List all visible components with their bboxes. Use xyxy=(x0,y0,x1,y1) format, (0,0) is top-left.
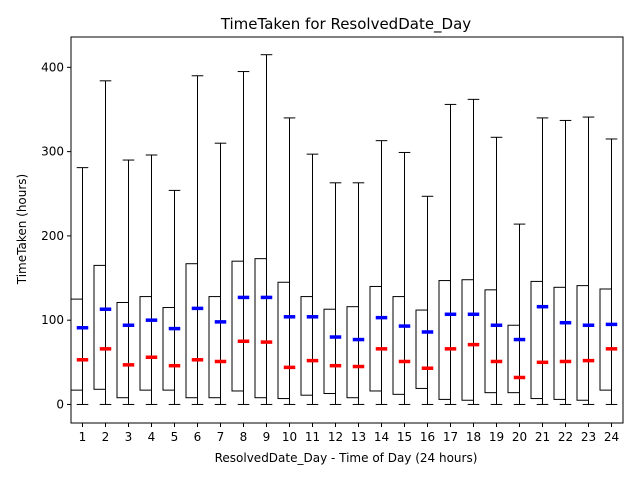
box-23 xyxy=(576,116,595,405)
x-tick-label: 12 xyxy=(328,430,343,444)
box-16 xyxy=(415,195,434,405)
box-10 xyxy=(277,117,296,405)
y-tick-label: 400 xyxy=(41,60,64,74)
x-tick-label: 13 xyxy=(351,430,366,444)
iqr-box xyxy=(461,279,474,401)
iqr-box xyxy=(323,308,336,395)
iqr-box xyxy=(277,281,290,400)
box-5 xyxy=(162,189,181,405)
iqr-box xyxy=(346,306,359,399)
x-tick-label: 2 xyxy=(102,430,110,444)
iqr-box xyxy=(599,288,612,391)
x-tick-label: 6 xyxy=(194,430,202,444)
iqr-box xyxy=(162,307,175,391)
x-tick-label: 22 xyxy=(558,430,573,444)
box-14 xyxy=(369,140,388,405)
x-tick-label: 14 xyxy=(374,430,389,444)
iqr-box xyxy=(93,264,106,390)
iqr-box xyxy=(231,260,244,392)
box-22 xyxy=(553,119,572,405)
x-tick-label: 23 xyxy=(581,430,596,444)
iqr-box xyxy=(438,280,451,400)
iqr-box xyxy=(185,263,198,399)
x-tick-label: 10 xyxy=(282,430,297,444)
y-tick-label: 300 xyxy=(41,145,64,159)
x-tick-label: 5 xyxy=(171,430,179,444)
x-tick-label: 19 xyxy=(489,430,504,444)
y-tick-label: 100 xyxy=(41,313,64,327)
box-2 xyxy=(93,80,112,405)
box-6 xyxy=(185,75,204,405)
x-tick-label: 17 xyxy=(443,430,458,444)
box-13 xyxy=(346,182,365,405)
x-tick-label: 7 xyxy=(217,430,225,444)
iqr-box xyxy=(300,296,313,396)
iqr-box xyxy=(369,285,382,392)
x-tick-label: 1 xyxy=(79,430,87,444)
box-3 xyxy=(116,159,135,405)
box-17 xyxy=(438,103,457,405)
box-9 xyxy=(254,54,273,405)
x-tick-label: 11 xyxy=(305,430,320,444)
x-tick-label: 4 xyxy=(148,430,156,444)
iqr-box xyxy=(507,324,520,394)
box-11 xyxy=(300,153,319,405)
plot-area xyxy=(70,54,618,405)
box-8 xyxy=(231,71,250,405)
x-tick-label: 9 xyxy=(263,430,271,444)
x-tick-label: 15 xyxy=(397,430,412,444)
x-tick-label: 3 xyxy=(125,430,133,444)
x-axis-label: ResolvedDate_Day - Time of Day (24 hours… xyxy=(215,451,478,465)
box-21 xyxy=(530,117,549,405)
x-tick-label: 24 xyxy=(604,430,619,444)
axes-frame xyxy=(70,36,624,424)
box-24 xyxy=(599,138,618,405)
box-12 xyxy=(323,182,342,405)
iqr-box xyxy=(208,296,221,399)
iqr-box xyxy=(392,296,405,395)
y-tick-label: 200 xyxy=(41,229,64,243)
x-tick-label: 20 xyxy=(512,430,527,444)
x-tick-label: 21 xyxy=(535,430,550,444)
box-4 xyxy=(139,154,158,405)
iqr-box xyxy=(530,280,543,400)
iqr-box xyxy=(484,289,497,394)
iqr-box xyxy=(116,301,129,399)
x-tick-label: 18 xyxy=(466,430,481,444)
box-15 xyxy=(392,151,411,405)
x-tick-label: 8 xyxy=(240,430,248,444)
chart-title: TimeTaken for ResolvedDate_Day xyxy=(220,15,471,34)
iqr-box xyxy=(70,298,83,391)
iqr-box xyxy=(415,309,428,389)
iqr-box xyxy=(254,258,267,399)
box-7 xyxy=(208,142,227,405)
box-18 xyxy=(461,98,480,405)
box-19 xyxy=(484,136,503,405)
iqr-box xyxy=(553,286,566,400)
box-20 xyxy=(507,223,526,405)
iqr-box xyxy=(576,285,589,401)
x-tick-label: 16 xyxy=(420,430,435,444)
y-axis-label: TimeTaken (hours) xyxy=(15,174,29,286)
iqr-box xyxy=(139,296,152,391)
y-tick-label: 0 xyxy=(56,397,64,411)
